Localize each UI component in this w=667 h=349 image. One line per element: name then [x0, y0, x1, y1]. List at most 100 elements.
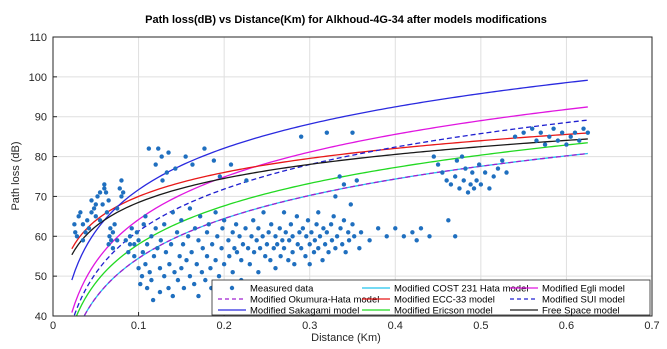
- measured-point: [268, 258, 273, 263]
- measured-point: [261, 210, 266, 215]
- measured-point: [343, 250, 348, 255]
- measured-point: [85, 218, 90, 223]
- measured-point: [196, 293, 201, 299]
- axes-box: [52, 36, 653, 317]
- measured-point: [249, 234, 254, 239]
- measured-point: [290, 250, 295, 255]
- legend-marker: [229, 285, 235, 291]
- measured-point: [337, 174, 342, 179]
- measured-point: [418, 226, 424, 231]
- measured-point: [203, 277, 208, 283]
- series-line-modified-ericson-model: [75, 142, 588, 316]
- measured-point: [346, 230, 351, 235]
- measured-point: [221, 218, 227, 223]
- measured-point: [175, 277, 181, 283]
- measured-point: [143, 214, 148, 219]
- measured-point: [129, 226, 134, 231]
- measured-point: [440, 170, 445, 175]
- measured-point: [120, 190, 126, 195]
- measured-point: [194, 261, 199, 267]
- measured-point: [239, 258, 244, 263]
- measured-point: [340, 242, 345, 247]
- measured-point: [136, 265, 141, 271]
- legend-label: Free Space model: [542, 306, 620, 317]
- measured-point: [158, 238, 164, 243]
- measured-point: [298, 246, 304, 251]
- measured-point: [305, 218, 311, 223]
- measured-point: [95, 194, 100, 199]
- measured-point: [89, 210, 94, 215]
- y-axis-label: Path loss (dB): [10, 141, 22, 210]
- chart-title: Path loss(dB) vs Distance(Km) for Alkhou…: [145, 14, 547, 26]
- measured-point: [247, 261, 253, 267]
- measured-point: [512, 134, 518, 139]
- measured-point: [213, 210, 218, 215]
- measured-point: [316, 210, 321, 215]
- measured-point: [446, 218, 451, 223]
- measured-point: [457, 186, 462, 191]
- measured-point: [463, 166, 468, 171]
- measured-point: [275, 242, 280, 247]
- measured-point: [448, 182, 454, 187]
- measured-point: [213, 258, 218, 263]
- measured-point: [155, 246, 160, 251]
- measured-point: [215, 234, 220, 239]
- measured-point: [167, 261, 172, 267]
- legend-label: Measured data: [250, 284, 314, 295]
- measured-point: [170, 293, 175, 299]
- series-line-modified-okumura-hata-model: [83, 152, 588, 316]
- measured-point: [547, 134, 552, 139]
- measured-point: [256, 226, 261, 231]
- measured-point: [76, 214, 81, 219]
- measured-point: [358, 230, 364, 235]
- measured-point: [478, 182, 484, 187]
- tick-labels: 0 0.1 0.2 0.3 0.4 0.5 0.6 0.7 40 50 60 70 80 90 100 110: [29, 32, 660, 332]
- measured-point: [78, 210, 83, 215]
- measured-point: [271, 246, 276, 251]
- measured-point: [307, 261, 312, 267]
- measured-point: [487, 186, 492, 191]
- measured-point: [114, 206, 120, 211]
- x-tick-label: 0.6: [559, 320, 574, 332]
- y-tick-label: 90: [35, 112, 47, 124]
- measured-point: [294, 214, 300, 219]
- measured-point: [414, 238, 419, 243]
- measured-point: [375, 226, 381, 231]
- measured-point: [307, 242, 312, 247]
- measured-point: [134, 230, 140, 235]
- measured-point: [192, 226, 198, 231]
- measured-point: [465, 190, 471, 195]
- measured-point: [264, 242, 270, 247]
- measured-point: [333, 246, 338, 251]
- measured-point: [180, 242, 186, 247]
- measured-point: [309, 230, 314, 235]
- measured-point: [106, 198, 111, 203]
- measured-point: [292, 261, 297, 267]
- measured-point: [191, 281, 197, 287]
- measured-point: [298, 134, 304, 139]
- measured-point: [132, 242, 137, 247]
- measured-point: [230, 230, 235, 235]
- series-line-modified-sui-model: [73, 119, 588, 316]
- measured-point: [263, 254, 268, 259]
- measured-point: [204, 254, 210, 259]
- measured-point: [338, 226, 343, 231]
- measured-point: [227, 254, 232, 259]
- measured-point: [136, 238, 141, 243]
- measured-point: [283, 230, 288, 235]
- measured-point: [93, 214, 98, 219]
- measured-point: [147, 269, 152, 275]
- measured-point: [179, 265, 184, 271]
- measured-point: [110, 230, 116, 235]
- legend-box: [211, 279, 651, 316]
- legend-label: Modified Sakagami model: [250, 306, 359, 317]
- legend-label: Modified Ericson model: [394, 306, 493, 317]
- series-line-modified-sakagami-model: [71, 79, 588, 281]
- series-line-modified-egli-model: [71, 106, 588, 313]
- measured-point: [300, 226, 306, 231]
- measured-point: [534, 138, 539, 143]
- measured-point: [334, 234, 340, 239]
- measured-point: [444, 178, 449, 183]
- measured-point: [200, 246, 205, 251]
